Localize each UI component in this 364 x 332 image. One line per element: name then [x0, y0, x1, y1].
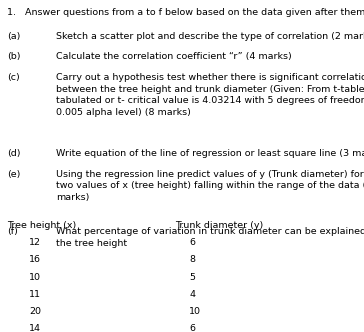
- Text: 5: 5: [189, 273, 195, 282]
- Text: 8: 8: [189, 255, 195, 264]
- Text: (f): (f): [7, 227, 18, 236]
- Text: Sketch a scatter plot and describe the type of correlation (2 marks).: Sketch a scatter plot and describe the t…: [56, 32, 364, 41]
- Text: What percentage of variation in trunk diameter can be explained by
the tree heig: What percentage of variation in trunk di…: [56, 227, 364, 248]
- Text: (c): (c): [7, 73, 20, 82]
- Text: 10: 10: [189, 307, 201, 316]
- Text: (a): (a): [7, 32, 21, 41]
- Text: 10: 10: [29, 273, 41, 282]
- Text: (e): (e): [7, 170, 21, 179]
- Text: 14: 14: [29, 324, 41, 332]
- Text: 20: 20: [29, 307, 41, 316]
- Text: (d): (d): [7, 149, 21, 158]
- Text: (b): (b): [7, 52, 21, 61]
- Text: 4: 4: [189, 290, 195, 299]
- Text: 6: 6: [189, 324, 195, 332]
- Text: Tree height (x): Tree height (x): [7, 221, 76, 230]
- Text: Using the regression line predict values of y (Trunk diameter) for any
two value: Using the regression line predict values…: [56, 170, 364, 202]
- Text: Carry out a hypothesis test whether there is significant correlation
between the: Carry out a hypothesis test whether ther…: [56, 73, 364, 117]
- Text: 16: 16: [29, 255, 41, 264]
- Text: 1.   Answer questions from a to f below based on the data given after them: 1. Answer questions from a to f below ba…: [7, 8, 364, 17]
- Text: Trunk diameter (y): Trunk diameter (y): [175, 221, 263, 230]
- Text: Calculate the correlation coefficient “r” (4 marks): Calculate the correlation coefficient “r…: [56, 52, 292, 61]
- Text: 6: 6: [189, 238, 195, 247]
- Text: 11: 11: [29, 290, 41, 299]
- Text: Write equation of the line of regression or least square line (3 marks): Write equation of the line of regression…: [56, 149, 364, 158]
- Text: 12: 12: [29, 238, 41, 247]
